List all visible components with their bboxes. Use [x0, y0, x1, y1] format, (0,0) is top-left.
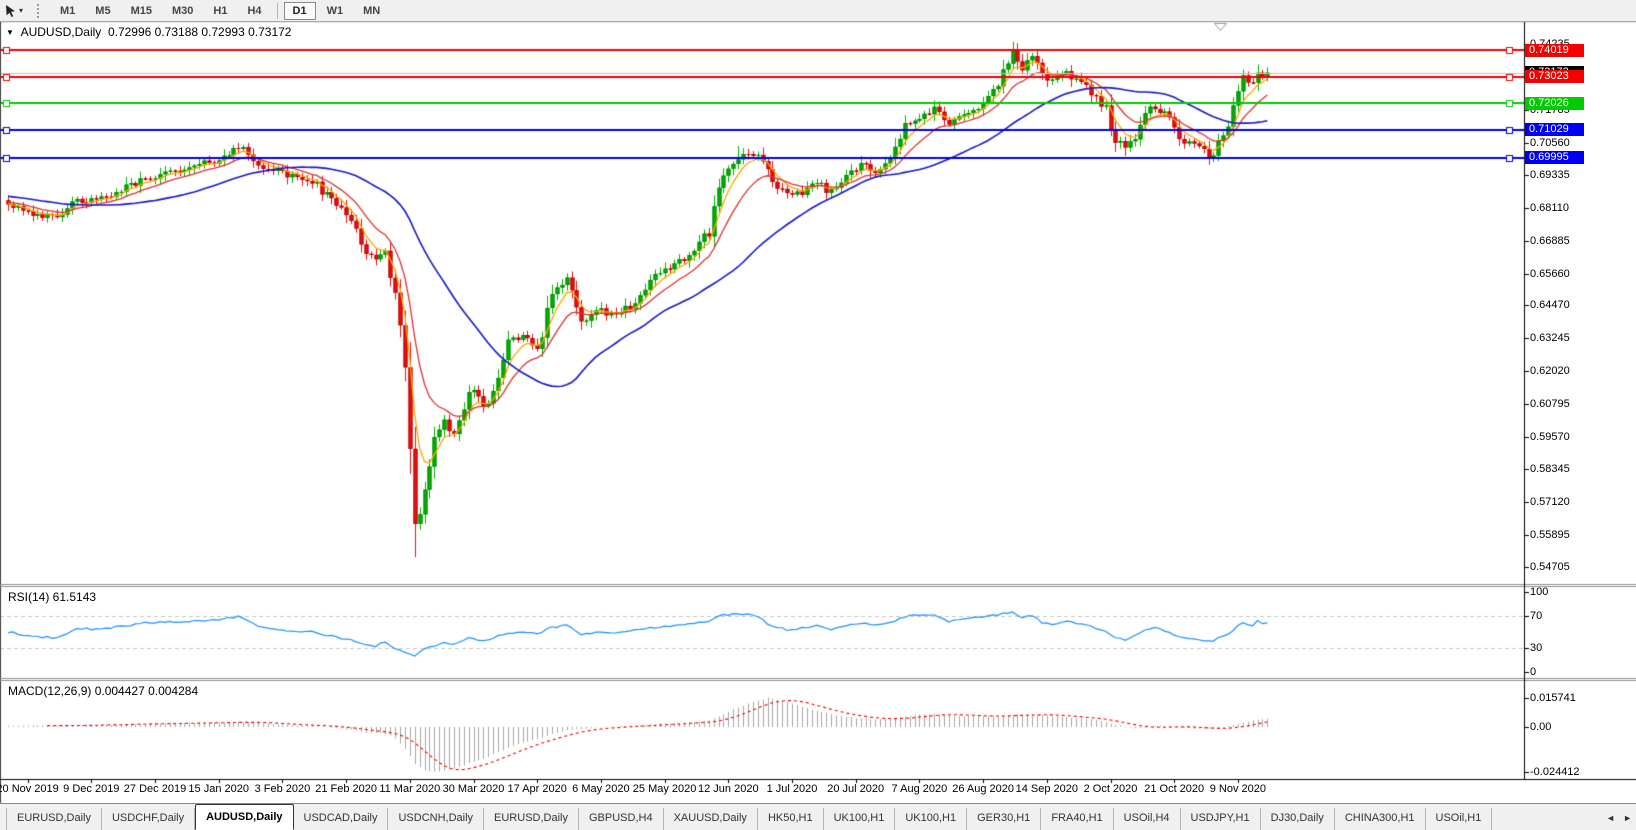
hline-price-box: 0.69995: [1525, 151, 1584, 165]
timeframe-toolbar: ▾ M1 M5 M15 M30 H1 H4 D1 W1 MN: [0, 0, 1636, 22]
chart-tab-usdjpy-h1[interactable]: USDJPY,H1: [1181, 808, 1261, 830]
date-axis-label: 6 May 2020: [572, 783, 630, 795]
date-axis-label: 17 Apr 2020: [507, 783, 567, 795]
chart-title: ▼ AUDUSD,Daily 0.72996 0.73188 0.72993 0…: [6, 25, 291, 39]
price-axis-tick: 0.62020: [1530, 364, 1570, 377]
hline-price-box: 0.74019: [1525, 43, 1584, 57]
chart-tab-gbpusd-h4[interactable]: GBPUSD,H4: [579, 808, 664, 830]
price-axis-tick: 0.59570: [1530, 430, 1570, 443]
chart-tab-china300-h1[interactable]: CHINA300,H1: [1335, 808, 1426, 830]
rsi-axis-tick: 30: [1530, 642, 1543, 654]
timeframe-button-d1[interactable]: D1: [283, 1, 316, 20]
date-axis-label: 15 Jan 2020: [188, 783, 249, 795]
cursor-tool-button[interactable]: ▾: [0, 2, 27, 20]
timeframe-button-w1[interactable]: W1: [326, 4, 344, 17]
chart-tab-dj30-daily[interactable]: DJ30,Daily: [1261, 808, 1335, 830]
date-axis-label: 2 Oct 2020: [1083, 783, 1138, 795]
hline-price-box: 0.71029: [1525, 123, 1584, 137]
timeframe-button-m30[interactable]: M30: [171, 4, 194, 17]
chart-tab-usoil-h4[interactable]: USOil,H4: [1114, 808, 1181, 830]
price-axis-tick: 0.69335: [1530, 169, 1570, 182]
date-axis-label: 21 Oct 2020: [1144, 783, 1205, 795]
chart-tab-audusd-daily[interactable]: AUDUSD,Daily: [195, 804, 294, 830]
timeframe-buttons: M1 M5 M15 M30 H1 H4 D1 W1 MN: [50, 0, 390, 21]
window-menu-icon: ▼: [6, 28, 14, 37]
chart-tab-uk100-h1[interactable]: UK100,H1: [895, 808, 968, 830]
chart-tab-usdchf-daily[interactable]: USDCHF,Daily: [102, 808, 196, 830]
tab-scroll-right-button[interactable]: ►: [1623, 813, 1632, 823]
macd-axis-tick: -0.024412: [1530, 765, 1580, 778]
price-axis-tick: 0.54705: [1530, 560, 1570, 573]
hline-price-box: 0.73023: [1525, 70, 1584, 84]
price-axis-tick: 0.63245: [1530, 332, 1570, 345]
price-axis-tick: 0.57120: [1530, 496, 1570, 509]
date-axis-label: 26 Aug 2020: [952, 783, 1014, 795]
date-axis-label: 20 Nov 2019: [0, 783, 59, 795]
chart-tab-ger30-h1[interactable]: GER30,H1: [967, 808, 1042, 830]
toolbar-separator: [276, 2, 278, 19]
price-axis-tick: 0.60795: [1530, 397, 1570, 410]
macd-axis-tick: 0.00: [1530, 721, 1552, 733]
rsi-axis-tick: 0: [1530, 666, 1537, 678]
chart-tab-usdcnh-daily[interactable]: USDCNH,Daily: [388, 808, 485, 830]
rsi-axis-tick: 100: [1530, 586, 1549, 598]
macd-axis-tick: 0.015741: [1530, 692, 1576, 704]
price-axis-tick: 0.68110: [1530, 202, 1569, 215]
chart-tab-fra40-h1[interactable]: FRA40,H1: [1041, 808, 1114, 830]
timeframe-button-h1[interactable]: H1: [213, 4, 228, 17]
timeframe-button-h4[interactable]: H4: [247, 4, 262, 17]
date-axis-label: 14 Sep 2020: [1015, 783, 1078, 795]
date-axis-label: 30 Mar 2020: [442, 783, 505, 795]
chart-tab-uk100-h1[interactable]: UK100,H1: [824, 808, 896, 830]
chart-tab-hk50-h1[interactable]: HK50,H1: [758, 808, 824, 830]
date-axis-label: 12 Jun 2020: [698, 783, 759, 795]
date-axis-label: 11 Mar 2020: [379, 783, 441, 795]
chart-tab-xauusd-daily[interactable]: XAUUSD,Daily: [664, 808, 758, 830]
macd-indicator-label: MACD(12,26,9) 0.004427 0.004284: [8, 684, 199, 698]
chart-ohlc-values: 0.72996 0.73188 0.72993 0.73172: [107, 25, 292, 39]
timeframe-button-m5[interactable]: M5: [95, 4, 111, 17]
chart-tab-usdcad-daily[interactable]: USDCAD,Daily: [294, 808, 389, 830]
date-axis-label: 9 Nov 2020: [1209, 783, 1267, 795]
chart-tab-usoil-h1[interactable]: USOil,H1: [1426, 808, 1493, 830]
price-axis-tick: 0.55895: [1530, 528, 1570, 541]
timeframe-button-m15[interactable]: M15: [130, 4, 152, 17]
date-axis-label: 7 Aug 2020: [891, 783, 948, 795]
toolbar-grip[interactable]: [37, 3, 42, 18]
price-axis-tick: 0.64470: [1530, 299, 1570, 312]
date-axis-label: 1 Jul 2020: [766, 783, 818, 795]
rsi-indicator-label: RSI(14) 61.5143: [8, 590, 97, 604]
price-axis-tick: 0.58345: [1530, 463, 1570, 476]
chart-tab-eurusd-daily[interactable]: EURUSD,Daily: [484, 808, 579, 830]
date-axis-label: 27 Dec 2019: [123, 783, 187, 795]
hline-price-box: 0.72026: [1525, 96, 1584, 110]
date-axis-label: 25 May 2020: [632, 783, 697, 795]
price-axis-tick: 0.65660: [1530, 267, 1570, 280]
price-axis-tick: 0.70560: [1530, 136, 1570, 149]
chart-symbol: AUDUSD,Daily: [20, 25, 102, 39]
dropdown-caret-icon: ▾: [19, 6, 24, 15]
timeframe-button-mn[interactable]: MN: [363, 4, 381, 17]
date-axis-label: 21 Feb 2020: [315, 783, 377, 795]
chart-tab-bar: EURUSD,Daily USDCHF,Daily AUDUSD,Daily USDC…: [0, 803, 1636, 830]
cursor-tool-icon: [4, 4, 17, 18]
date-axis-label: 3 Feb 2020: [254, 783, 311, 795]
price-axis-tick: 0.66885: [1530, 234, 1570, 247]
tab-scroll-left-button[interactable]: ◄: [1606, 813, 1616, 823]
date-axis-label: 9 Dec 2019: [63, 783, 120, 795]
timeframe-button-m1[interactable]: M1: [60, 4, 76, 17]
chart-tab-eurusd-daily[interactable]: EURUSD,Daily: [6, 808, 102, 830]
date-axis-label: 20 Jul 2020: [827, 783, 885, 795]
rsi-axis-tick: 70: [1530, 610, 1543, 622]
